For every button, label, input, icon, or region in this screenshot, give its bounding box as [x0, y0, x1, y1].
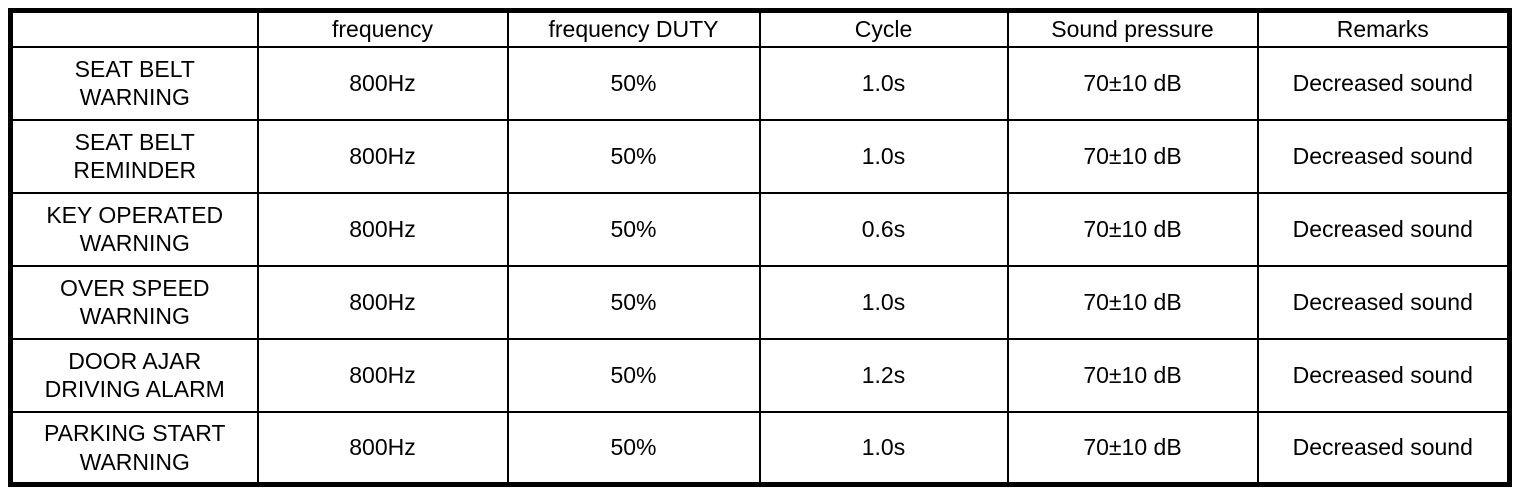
- table-row: OVER SPEED WARNING 800Hz 50% 1.0s 70±10 …: [9, 264, 1511, 340]
- duty-cell: 50%: [506, 264, 761, 340]
- remarks-cell: Decreased sound: [1256, 264, 1511, 340]
- sound-pressure-cell: 70±10 dB: [1006, 45, 1259, 121]
- sound-pressure-cell: 70±10 dB: [1006, 191, 1259, 267]
- row-label-cell: PARKING START WARNING: [9, 410, 259, 486]
- warning-sound-spec-table: frequency frequency DUTY Cycle Sound pre…: [8, 8, 1512, 488]
- column-header-frequency: frequency: [256, 9, 509, 48]
- spec-table-container: frequency frequency DUTY Cycle Sound pre…: [8, 8, 1512, 488]
- duty-cell: 50%: [506, 410, 761, 486]
- sound-pressure-cell: 70±10 dB: [1006, 337, 1259, 413]
- column-header-frequency-duty: frequency DUTY: [506, 9, 761, 48]
- column-header-cycle: Cycle: [758, 9, 1009, 48]
- remarks-cell: Decreased sound: [1256, 410, 1511, 486]
- duty-cell: 50%: [506, 118, 761, 194]
- frequency-cell: 800Hz: [256, 410, 509, 486]
- column-header-sound-pressure: Sound pressure: [1006, 9, 1259, 48]
- table-row: KEY OPERATED WARNING 800Hz 50% 0.6s 70±1…: [9, 191, 1511, 267]
- duty-cell: 50%: [506, 191, 761, 267]
- table-row: DOOR AJAR DRIVING ALARM 800Hz 50% 1.2s 7…: [9, 337, 1511, 413]
- sound-pressure-cell: 70±10 dB: [1006, 410, 1259, 486]
- table-row: SEAT BELT REMINDER 800Hz 50% 1.0s 70±10 …: [9, 118, 1511, 194]
- cycle-cell: 0.6s: [758, 191, 1009, 267]
- frequency-cell: 800Hz: [256, 337, 509, 413]
- row-label-cell: SEAT BELT WARNING: [9, 45, 259, 121]
- cycle-cell: 1.0s: [758, 118, 1009, 194]
- cycle-cell: 1.2s: [758, 337, 1009, 413]
- duty-cell: 50%: [506, 45, 761, 121]
- remarks-cell: Decreased sound: [1256, 45, 1511, 121]
- frequency-cell: 800Hz: [256, 191, 509, 267]
- table-row: PARKING START WARNING 800Hz 50% 1.0s 70±…: [9, 410, 1511, 486]
- row-label-cell: DOOR AJAR DRIVING ALARM: [9, 337, 259, 413]
- duty-cell: 50%: [506, 337, 761, 413]
- cycle-cell: 1.0s: [758, 45, 1009, 121]
- row-label-cell: SEAT BELT REMINDER: [9, 118, 259, 194]
- column-header-remarks: Remarks: [1256, 9, 1511, 48]
- remarks-cell: Decreased sound: [1256, 337, 1511, 413]
- frequency-cell: 800Hz: [256, 118, 509, 194]
- sound-pressure-cell: 70±10 dB: [1006, 118, 1259, 194]
- table-row: SEAT BELT WARNING 800Hz 50% 1.0s 70±10 d…: [9, 45, 1511, 121]
- row-label-cell: OVER SPEED WARNING: [9, 264, 259, 340]
- remarks-cell: Decreased sound: [1256, 118, 1511, 194]
- row-label-cell: KEY OPERATED WARNING: [9, 191, 259, 267]
- frequency-cell: 800Hz: [256, 45, 509, 121]
- frequency-cell: 800Hz: [256, 264, 509, 340]
- remarks-cell: Decreased sound: [1256, 191, 1511, 267]
- table-header-row: frequency frequency DUTY Cycle Sound pre…: [9, 9, 1511, 48]
- sound-pressure-cell: 70±10 dB: [1006, 264, 1259, 340]
- cycle-cell: 1.0s: [758, 410, 1009, 486]
- column-header-blank: [9, 9, 259, 48]
- cycle-cell: 1.0s: [758, 264, 1009, 340]
